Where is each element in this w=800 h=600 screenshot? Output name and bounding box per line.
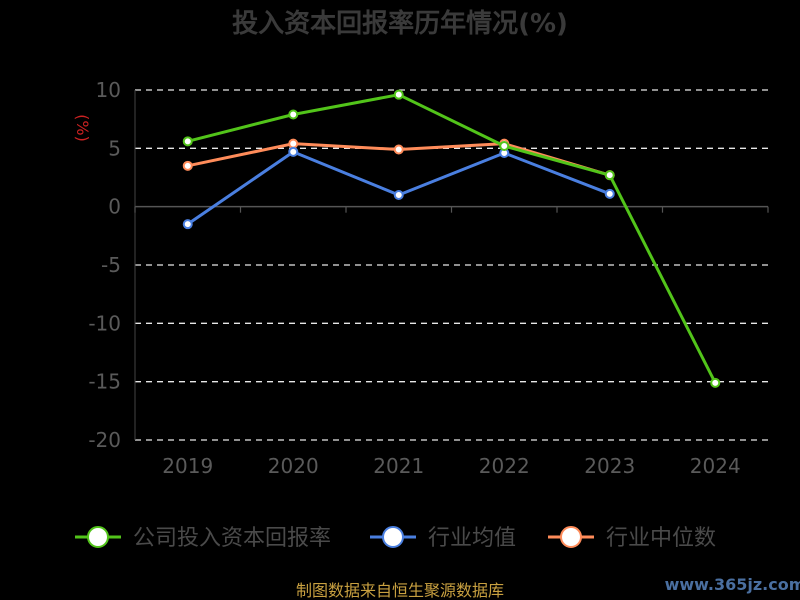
legend[interactable]: 公司投入资本回报率 行业均值 行业中位数 [75, 526, 716, 551]
x-tick-label: 2020 [268, 454, 319, 478]
legend-label: 行业均值 [428, 526, 516, 551]
data-point[interactable] [393, 144, 404, 155]
legend-label: 行业中位数 [606, 526, 716, 551]
data-point[interactable] [393, 190, 404, 200]
y-tick-label: -15 [88, 370, 121, 394]
data-point[interactable] [499, 141, 510, 151]
data-point[interactable] [710, 377, 721, 388]
legend-item[interactable]: 行业均值 [370, 526, 516, 551]
data-point[interactable] [288, 146, 299, 157]
data-point[interactable] [288, 109, 299, 120]
data-point[interactable] [604, 188, 615, 199]
data-point[interactable] [604, 170, 615, 181]
axes: 10 5 0 -5 -10 -15 -20 2019 2020 2021 2022 2023 2024 [88, 78, 769, 478]
y-axis-label: (%) [73, 114, 92, 142]
x-tick-label: 2024 [690, 454, 741, 478]
legend-marker [382, 526, 404, 548]
data-point[interactable] [393, 89, 404, 100]
data-point[interactable] [182, 219, 193, 230]
y-tick-label: 5 [108, 136, 121, 160]
legend-marker [87, 526, 109, 548]
data-point[interactable] [182, 160, 193, 171]
chart-title: 投入资本回报率历年情况(%) [232, 8, 568, 39]
series-line [186, 150, 611, 226]
data-source-note: 制图数据来自恒生聚源数据库 [296, 581, 504, 600]
x-tick-label: 2023 [584, 454, 635, 478]
data-point[interactable] [182, 136, 193, 147]
series-line [187, 93, 717, 384]
x-tick-label: 2019 [162, 454, 213, 478]
watermark: www.365jz.com [665, 575, 800, 594]
x-tick-label: 2021 [373, 454, 424, 478]
legend-item[interactable]: 公司投入资本回报率 [75, 526, 331, 551]
y-tick-label: -20 [88, 428, 121, 452]
legend-label: 公司投入资本回报率 [133, 526, 331, 551]
x-tick-label: 2022 [479, 454, 530, 478]
y-tick-label: 10 [96, 78, 121, 102]
y-tick-label: 0 [108, 195, 121, 219]
legend-item[interactable]: 行业中位数 [548, 526, 716, 551]
y-tick-label: -5 [101, 253, 121, 277]
data-point[interactable] [288, 138, 299, 149]
gridlines [135, 89, 768, 441]
series-group [182, 89, 721, 388]
y-tick-label: -10 [88, 311, 121, 335]
legend-marker [560, 526, 582, 548]
